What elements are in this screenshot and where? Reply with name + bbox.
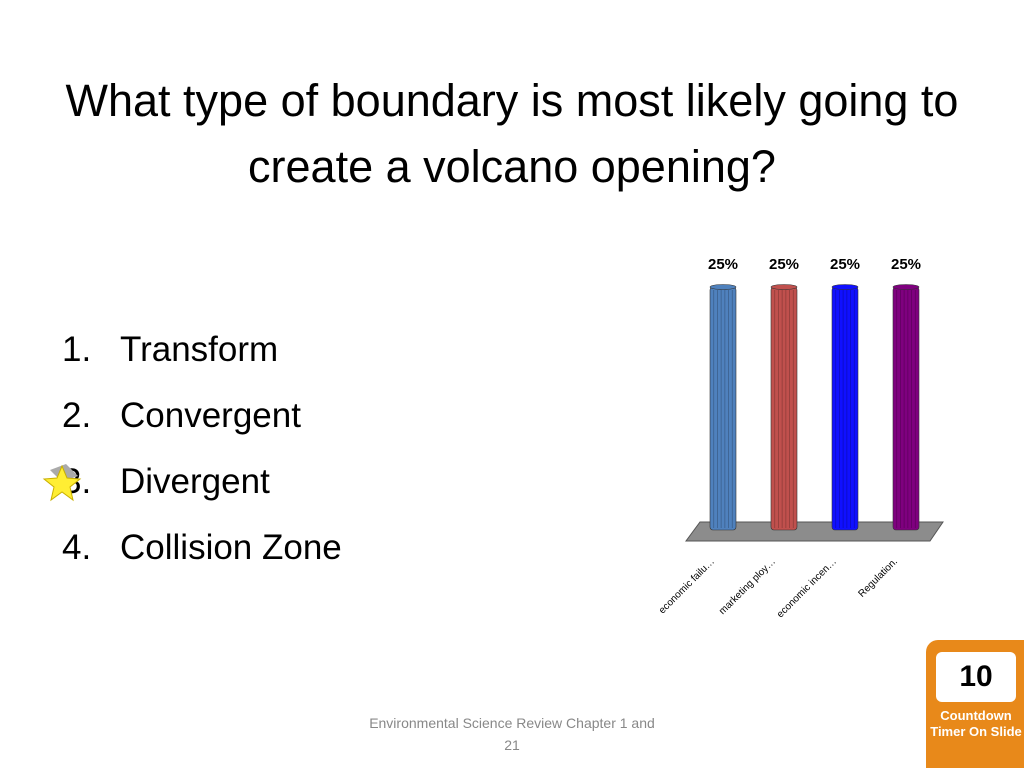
- slide-title: What type of boundary is most likely goi…: [65, 75, 959, 192]
- x-tick-label: economic failu…: [657, 556, 717, 616]
- x-tick-label: economic incen…: [775, 556, 839, 620]
- bar-cap: [709, 284, 737, 290]
- answer-number: 4.: [62, 528, 92, 567]
- timer: 10 Countdown Timer On Slide: [926, 640, 1024, 768]
- answer: 1. Transform: [62, 322, 342, 388]
- timer-count: 10: [959, 660, 992, 693]
- answer: 4. Collision Zone: [62, 520, 342, 586]
- answer-text: Collision Zone: [120, 528, 342, 567]
- bar-cap: [770, 284, 798, 290]
- value-label: 25%: [830, 256, 860, 273]
- timer-label: Countdown Timer On Slide: [930, 708, 1022, 739]
- answer-number: 1.: [62, 330, 92, 369]
- answer-text: Divergent: [120, 462, 270, 501]
- correct-star: [42, 464, 82, 502]
- footer: Environmental Science Review Chapter 1 a…: [369, 715, 655, 753]
- bar-cap: [892, 284, 920, 290]
- bar-cap: [831, 284, 859, 290]
- answer-list: 1.Transform2.Convergent3.Divergent4.Coll…: [62, 322, 342, 586]
- timer-face: [936, 652, 1016, 702]
- x-tick-label: Regulation.: [856, 556, 900, 600]
- answer-text: Convergent: [120, 396, 301, 435]
- answer: 2. Convergent: [62, 388, 342, 454]
- answer-number: 2.: [62, 396, 92, 435]
- answer-text: Transform: [120, 330, 279, 369]
- value-label: 25%: [769, 256, 799, 273]
- timer-label-box: Countdown Timer On Slide: [930, 708, 1022, 739]
- value-label: 25%: [708, 256, 738, 273]
- value-label: 25%: [891, 256, 921, 273]
- chart-floor: [685, 521, 944, 542]
- x-tick-label: marketing ploy…: [717, 556, 778, 617]
